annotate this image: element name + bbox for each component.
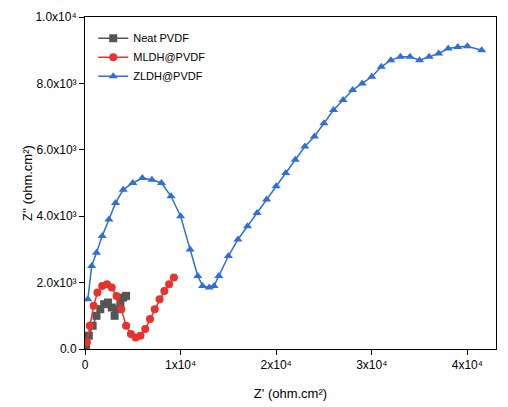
svg-text:4.0x10³: 4.0x10³ <box>37 209 77 223</box>
svg-text:8.0x10³: 8.0x10³ <box>37 77 77 91</box>
svg-text:0.0: 0.0 <box>60 342 77 356</box>
svg-text:Z' (ohm.cm²): Z' (ohm.cm²) <box>254 386 327 401</box>
svg-text:Neat PVDF: Neat PVDF <box>133 32 189 44</box>
svg-text:6.0x10³: 6.0x10³ <box>37 143 77 157</box>
svg-text:ZLDH@PVDF: ZLDH@PVDF <box>133 70 203 82</box>
svg-text:1x10⁴: 1x10⁴ <box>165 358 196 372</box>
svg-text:3x10⁴: 3x10⁴ <box>356 358 387 372</box>
svg-text:Z'' (ohm.cm²): Z'' (ohm.cm²) <box>20 145 35 221</box>
svg-text:2x10⁴: 2x10⁴ <box>261 358 292 372</box>
svg-text:0: 0 <box>82 358 89 372</box>
svg-text:4x10⁴: 4x10⁴ <box>452 358 483 372</box>
svg-text:MLDH@PVDF: MLDH@PVDF <box>133 51 205 63</box>
svg-text:2.0x10³: 2.0x10³ <box>37 276 77 290</box>
svg-text:1.0x10⁴: 1.0x10⁴ <box>35 10 76 24</box>
